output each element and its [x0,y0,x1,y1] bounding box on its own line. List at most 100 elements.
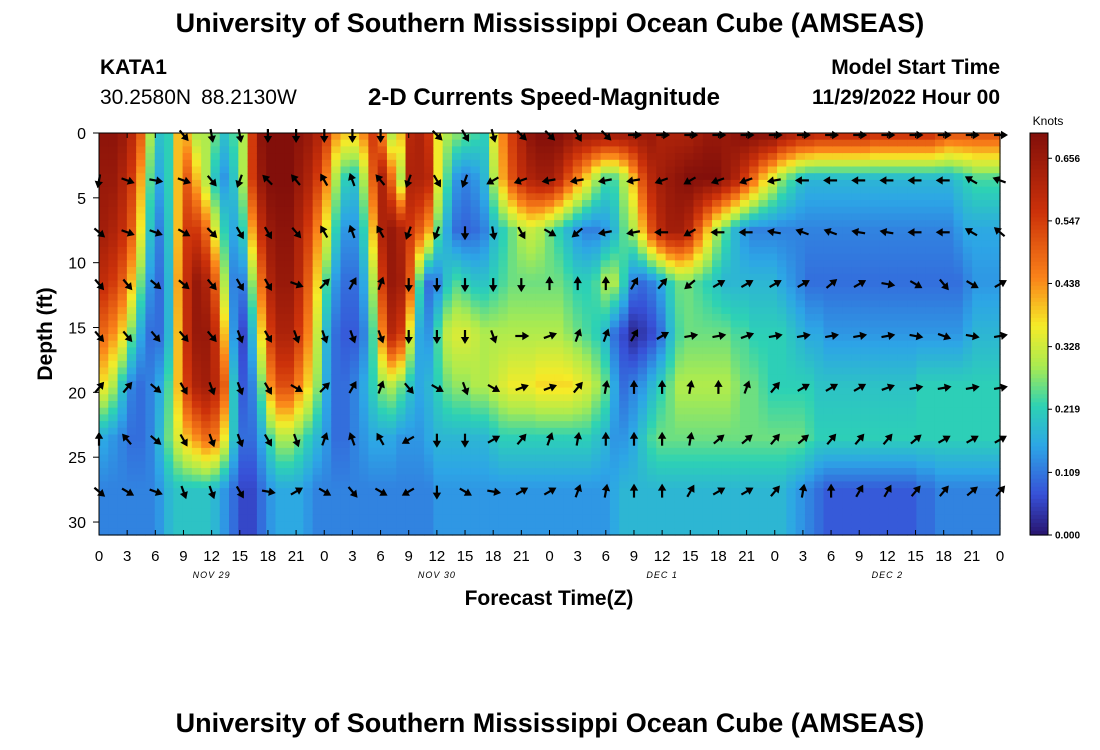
heat-cell [591,447,602,456]
heat-cell [414,293,425,302]
heat-cell [786,146,797,154]
heat-cell [266,367,277,375]
heat-cell [368,468,379,476]
heat-cell [99,374,109,382]
heat-cell [860,367,871,375]
heat-cell [814,226,825,235]
heat-cell [108,414,119,422]
heat-cell [164,300,174,308]
heat-cell [721,468,732,476]
heat-cell [99,501,109,509]
heat-cell [303,193,314,201]
heat-cell [479,300,490,308]
heat-cell [247,354,258,362]
heat-cell [210,313,221,322]
heat-cell [99,360,109,369]
heat-cell [145,220,156,228]
heat-cell [182,514,193,523]
heat-cell [247,179,258,188]
heat-cell [749,267,760,275]
heat-cell [572,414,583,422]
heat-cell [340,528,351,536]
heat-cell [256,454,267,462]
heat-cell [507,293,518,302]
heat-cell [609,179,620,188]
heat-cell [777,153,787,161]
heat-cell [117,461,128,469]
heat-cell [303,407,314,415]
heat-cell [489,494,500,503]
heat-cell [340,407,351,415]
heat-cell [842,508,852,516]
heat-cell [414,421,425,429]
heat-cell [665,441,676,449]
heat-cell [804,481,815,489]
heat-cell [712,521,722,529]
heat-cell [229,521,239,529]
heat-cell [516,501,527,509]
heat-cell [582,226,592,235]
heat-cell [739,367,750,375]
heat-cell [256,260,267,268]
heat-cell [619,427,630,436]
heat-cell [535,414,546,422]
heat-cell [108,340,119,348]
heat-cell [433,233,444,241]
heat-cell [210,200,221,208]
heat-cell [414,200,425,208]
heat-cell [823,300,834,308]
heat-cell [359,334,369,342]
heat-cell [535,521,546,529]
heat-cell [359,447,369,456]
heat-cell [851,454,862,462]
heat-cell [507,514,518,523]
heat-cell [777,394,787,402]
heat-cell [804,320,815,328]
heat-cell [266,313,277,322]
heat-cell [758,454,769,462]
heat-cell [229,501,239,509]
heat-cell [377,360,388,369]
heat-cell [294,508,304,516]
heat-cell [851,461,862,469]
heat-cell [842,186,852,194]
heat-cell [126,153,137,161]
heat-cell [108,253,119,261]
heat-cell [359,293,369,302]
heat-cell [591,494,602,503]
heat-cell [489,206,500,214]
heat-cell [108,273,119,281]
heat-cell [693,434,704,442]
heat-cell [405,166,416,174]
heat-cell [154,146,165,154]
heat-cell [108,146,119,154]
heat-cell [526,213,537,221]
heat-cell [814,139,825,147]
heat-cell [498,287,509,295]
heat-cell [433,293,444,302]
heat-cell [284,159,295,168]
heat-cell [582,179,592,188]
heat-cell [795,159,806,168]
heat-cell [860,220,871,228]
heat-cell [201,240,212,248]
heat-cell [108,280,119,288]
heat-cell [656,173,667,181]
heat-cell [359,153,369,161]
heat-cell [582,246,592,255]
heat-cell [507,401,518,409]
heat-cell [647,313,657,322]
heat-cell [851,179,862,188]
heat-cell [702,334,713,342]
heat-cell [164,414,174,422]
heat-cell [656,508,667,516]
heat-cell [842,159,852,168]
heat-cell [582,474,592,482]
heat-cell [461,320,472,328]
heat-cell [554,240,565,248]
heat-cell [284,153,295,161]
heat-cell [544,246,555,255]
heat-cell [256,514,267,523]
heat-cell [498,394,509,402]
heat-cell [173,441,184,449]
